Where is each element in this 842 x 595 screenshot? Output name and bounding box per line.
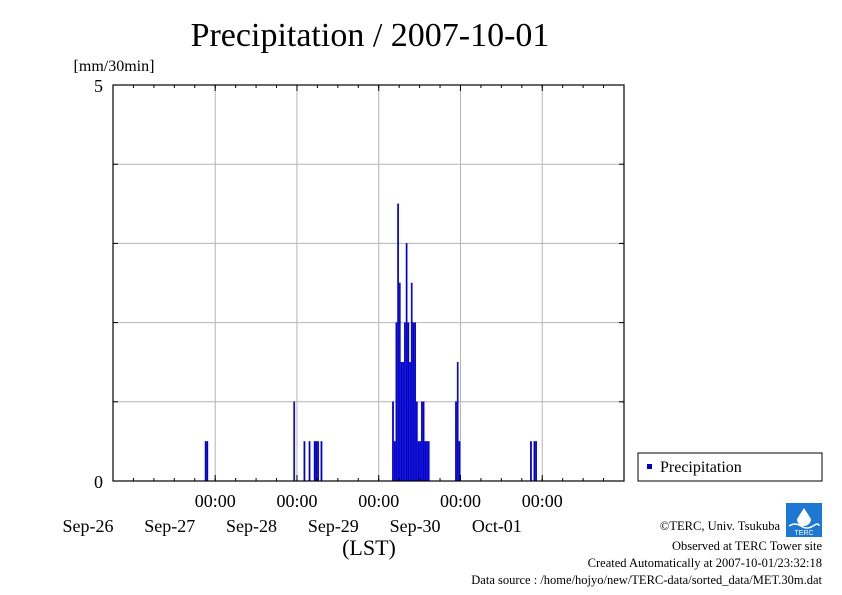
y-axis-unit-label: [mm/30min] bbox=[74, 58, 155, 75]
logo-text: TERC bbox=[794, 530, 813, 537]
x-time-label: 00:00 bbox=[358, 491, 399, 511]
x-time-label: 00:00 bbox=[276, 491, 317, 511]
observed-text: Observed at TERC Tower site bbox=[672, 539, 822, 553]
x-time-labels: 00:00 00:00 00:00 00:00 00:00 bbox=[195, 491, 563, 511]
precipitation-bar bbox=[456, 362, 459, 482]
x-date-label: Sep-30 bbox=[390, 516, 441, 536]
precipitation-bar bbox=[303, 441, 306, 482]
copyright-text: ©TERC, Univ. Tsukuba bbox=[660, 519, 781, 533]
precipitation-bar bbox=[415, 401, 418, 482]
precipitation-bar bbox=[293, 401, 296, 482]
precipitation-bar bbox=[414, 322, 416, 482]
precipitation-bar bbox=[455, 401, 457, 482]
plot-frame bbox=[112, 84, 625, 482]
precipitation-bar bbox=[535, 441, 537, 482]
y-tick-label-5: 5 bbox=[94, 76, 103, 96]
grid-lines bbox=[113, 85, 624, 481]
precipitation-bar bbox=[530, 441, 532, 482]
precipitation-bar bbox=[308, 441, 311, 482]
precipitation-bar bbox=[395, 322, 398, 482]
precipitation-bar bbox=[400, 362, 403, 482]
precipitation-bar bbox=[398, 282, 401, 482]
precipitation-bar bbox=[407, 322, 410, 482]
created-text: Created Automatically at 2007-10-01/23:3… bbox=[588, 556, 822, 570]
precipitation-bar bbox=[393, 441, 396, 482]
x-date-label: Sep-29 bbox=[308, 516, 359, 536]
precipitation-bar bbox=[206, 441, 209, 482]
legend-box bbox=[637, 452, 823, 482]
x-date-label: Oct-01 bbox=[472, 516, 522, 536]
x-time-label: 00:00 bbox=[195, 491, 236, 511]
precipitation-bar bbox=[410, 282, 413, 482]
precipitation-bar bbox=[317, 441, 319, 482]
x-time-label: 00:00 bbox=[522, 491, 563, 511]
precipitation-bar bbox=[417, 441, 420, 482]
x-date-label: Sep-28 bbox=[226, 516, 277, 536]
x-date-label: Sep-26 bbox=[63, 516, 114, 536]
legend-marker bbox=[647, 464, 652, 469]
legend: Precipitation bbox=[637, 452, 823, 482]
precipitation-bar bbox=[405, 243, 408, 482]
x-date-label: Sep-27 bbox=[144, 516, 195, 536]
x-time-label: 00:00 bbox=[440, 491, 481, 511]
precipitation-bar bbox=[404, 322, 406, 482]
precipitation-bars bbox=[204, 203, 537, 482]
y-tick-label-0: 0 bbox=[94, 472, 103, 492]
precipitation-bar bbox=[320, 441, 323, 482]
chart-title: Precipitation / 2007-10-01 bbox=[191, 17, 550, 54]
precipitation-bar bbox=[412, 322, 415, 482]
legend-label: Precipitation bbox=[660, 459, 742, 476]
axis-ticks bbox=[112, 85, 625, 481]
precipitation-bar bbox=[427, 441, 430, 482]
precipitation-bar bbox=[419, 441, 422, 482]
precipitation-bar bbox=[204, 441, 207, 482]
x-axis-label: (LST) bbox=[342, 535, 396, 560]
precipitation-bar bbox=[313, 441, 316, 482]
precipitation-bar bbox=[426, 441, 428, 482]
x-date-labels: Sep-26 Sep-27 Sep-28 Sep-29 Sep-30 Oct-01 bbox=[63, 516, 522, 536]
precipitation-bar bbox=[533, 441, 536, 482]
precipitation-bar bbox=[409, 362, 411, 482]
precipitation-bar bbox=[397, 203, 399, 482]
precipitation-bar bbox=[421, 401, 423, 482]
precipitation-bar bbox=[315, 441, 318, 482]
precipitation-bar bbox=[424, 441, 427, 482]
precipitation-bar bbox=[422, 401, 425, 482]
precipitation-bar bbox=[458, 441, 461, 482]
terc-logo: TERC bbox=[786, 503, 822, 537]
water-drop-icon bbox=[797, 508, 811, 526]
precipitation-bar bbox=[392, 401, 394, 482]
source-text: Data source : /home/hojyo/new/TERC-data/… bbox=[471, 573, 822, 587]
precipitation-bar bbox=[402, 362, 405, 482]
wave-icon bbox=[788, 523, 820, 529]
